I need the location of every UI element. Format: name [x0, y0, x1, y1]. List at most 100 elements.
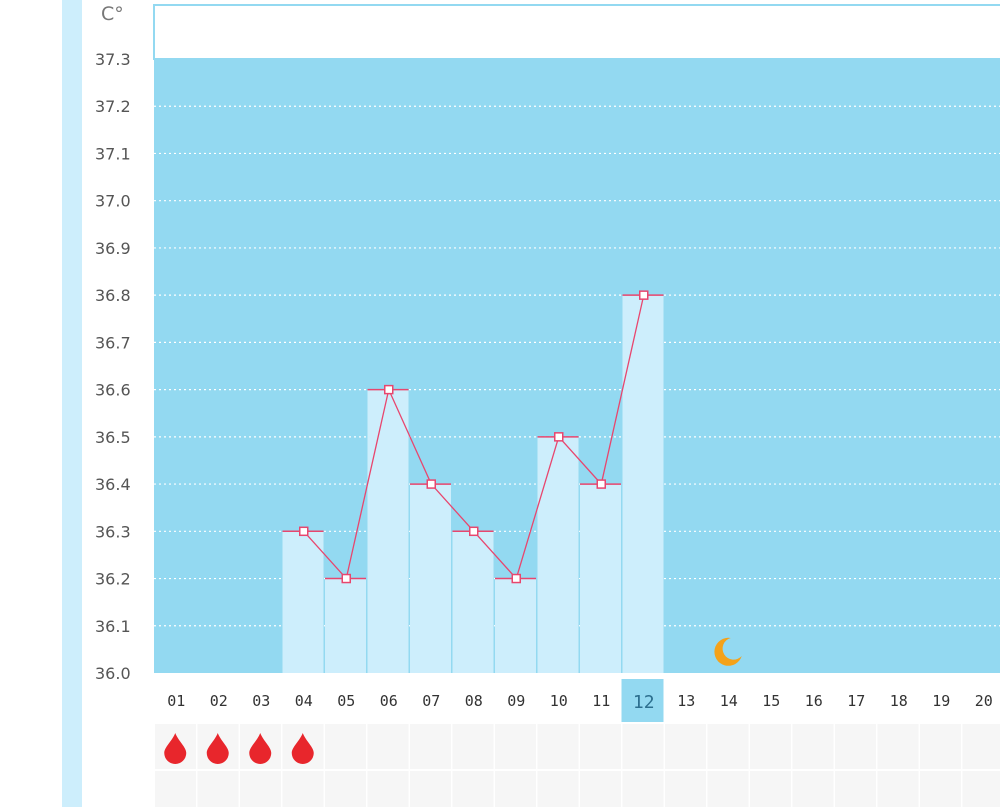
- x-tick-day-14[interactable]: 14: [720, 692, 738, 710]
- period-cell[interactable]: [665, 724, 706, 769]
- x-tick-day-04[interactable]: 04: [295, 692, 313, 710]
- note-cell[interactable]: [877, 771, 919, 807]
- bar-day-09[interactable]: [495, 578, 536, 673]
- y-tick-label: 36.2: [95, 570, 131, 589]
- bar-day-12[interactable]: [622, 295, 664, 673]
- bar-day-06[interactable]: [367, 389, 409, 673]
- x-tick-day-07[interactable]: 07: [422, 692, 440, 710]
- x-tick-day-18[interactable]: 18: [890, 692, 908, 710]
- x-tick-day-12[interactable]: 12: [633, 692, 655, 713]
- note-cell[interactable]: [410, 771, 451, 807]
- x-tick-day-09[interactable]: 09: [507, 692, 525, 710]
- chart-header-box: [153, 4, 1000, 60]
- unit-label: C°: [101, 3, 124, 25]
- selected-day-highlight: [621, 679, 664, 722]
- y-tick-label: 37.0: [95, 192, 131, 211]
- note-cell[interactable]: [240, 771, 281, 807]
- period-cell[interactable]: [580, 724, 621, 769]
- bar-day-10[interactable]: [537, 436, 579, 673]
- note-cell[interactable]: [537, 771, 579, 807]
- x-tick-day-11[interactable]: 11: [592, 692, 610, 710]
- sidebar-strip: [62, 0, 82, 807]
- period-drop-icon: [249, 733, 272, 764]
- x-tick-day-17[interactable]: 17: [847, 692, 865, 710]
- point-day-12[interactable]: [639, 290, 649, 300]
- note-cell[interactable]: [707, 771, 749, 807]
- period-cell[interactable]: [452, 724, 494, 769]
- x-tick-day-08[interactable]: 08: [465, 692, 483, 710]
- period-cell[interactable]: [920, 724, 961, 769]
- x-tick-day-16[interactable]: 16: [805, 692, 823, 710]
- bar-day-08[interactable]: [452, 531, 494, 673]
- period-cell[interactable]: [750, 724, 791, 769]
- point-day-09[interactable]: [511, 573, 521, 584]
- y-tick-label: 37.3: [95, 50, 131, 69]
- y-tick-label: 36.0: [95, 664, 131, 683]
- note-cell[interactable]: [580, 771, 621, 807]
- period-cell[interactable]: [410, 724, 451, 769]
- note-cell[interactable]: [750, 771, 791, 807]
- x-tick-day-03[interactable]: 03: [252, 692, 270, 710]
- note-cell[interactable]: [155, 771, 196, 807]
- x-tick-day-10[interactable]: 10: [550, 692, 568, 710]
- bar-day-05[interactable]: [325, 578, 366, 673]
- x-tick-day-05[interactable]: 05: [337, 692, 355, 710]
- period-cell[interactable]: [537, 724, 579, 769]
- note-cell[interactable]: [282, 771, 324, 807]
- x-tick-day-02[interactable]: 02: [210, 692, 228, 710]
- period-cell[interactable]: [495, 724, 536, 769]
- point-day-05[interactable]: [341, 573, 351, 584]
- y-tick-label: 36.5: [95, 428, 131, 447]
- bar-day-11[interactable]: [580, 484, 621, 673]
- y-tick-label: 36.3: [95, 522, 131, 541]
- bar-day-07[interactable]: [410, 484, 451, 673]
- x-tick-day-15[interactable]: 15: [762, 692, 780, 710]
- period-cell[interactable]: [792, 724, 834, 769]
- point-day-10[interactable]: [554, 432, 564, 442]
- x-tick-day-06[interactable]: 06: [380, 692, 398, 710]
- x-tick-day-20[interactable]: 20: [975, 692, 993, 710]
- y-tick-label: 36.6: [95, 381, 131, 400]
- note-cell[interactable]: [325, 771, 366, 807]
- x-tick-day-01[interactable]: 01: [167, 692, 185, 710]
- point-day-04[interactable]: [299, 526, 309, 537]
- x-tick-day-19[interactable]: 19: [932, 692, 950, 710]
- note-cell[interactable]: [962, 771, 1000, 807]
- period-cell[interactable]: [325, 724, 366, 769]
- note-cell[interactable]: [835, 771, 876, 807]
- note-cell[interactable]: [452, 771, 494, 807]
- point-day-07[interactable]: [426, 479, 436, 489]
- period-drop-icon: [291, 733, 314, 764]
- bar-day-04[interactable]: [282, 531, 324, 673]
- period-cell[interactable]: [877, 724, 919, 769]
- period-cell[interactable]: [367, 724, 409, 769]
- period-cell[interactable]: [707, 724, 749, 769]
- grid-lines: [154, 105, 1000, 627]
- period-drop-icon: [206, 733, 229, 764]
- note-cell[interactable]: [920, 771, 961, 807]
- point-day-06[interactable]: [384, 384, 394, 395]
- x-tick-day-13[interactable]: 13: [677, 692, 695, 710]
- x-axis[interactable]: 01 02 03 04 05 06 07 08 09 10 11 12 13 14 15 16 17 18 19 20: [167, 692, 993, 713]
- y-tick-label: 36.8: [95, 286, 131, 305]
- temperature-line: [299, 290, 649, 584]
- point-day-08[interactable]: [469, 526, 479, 537]
- y-tick-label: 37.1: [95, 144, 131, 163]
- y-tick-label: 36.1: [95, 617, 131, 636]
- point-day-11[interactable]: [596, 479, 606, 489]
- note-cell[interactable]: [792, 771, 834, 807]
- period-cell[interactable]: [622, 724, 664, 769]
- period-cell[interactable]: [835, 724, 876, 769]
- note-cell[interactable]: [622, 771, 664, 807]
- y-tick-label: 36.4: [95, 475, 131, 494]
- y-axis: 37.3 37.2 37.1 37.0 36.9 36.8 36.7 36.6 36.5 36.4…: [95, 50, 131, 683]
- period-drop-icon: [164, 733, 187, 764]
- note-cell[interactable]: [495, 771, 536, 807]
- note-cell[interactable]: [197, 771, 239, 807]
- moon-layer: [714, 637, 742, 666]
- period-cell[interactable]: [962, 724, 1000, 769]
- note-cell[interactable]: [665, 771, 706, 807]
- note-cell[interactable]: [367, 771, 409, 807]
- moon-icon: [714, 637, 742, 666]
